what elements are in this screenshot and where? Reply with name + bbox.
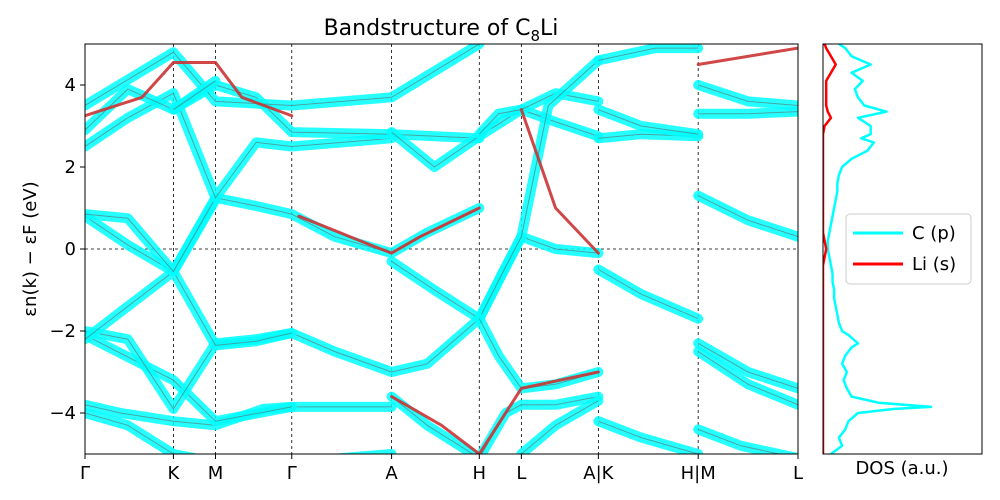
- title-tail: Li: [540, 16, 558, 41]
- band-line: [697, 351, 798, 406]
- bandstructure-bands: [85, 44, 798, 454]
- y-tick-label: 2: [65, 157, 76, 178]
- x-tick-label: Γ: [80, 463, 90, 484]
- y-tick-label: −4: [49, 403, 76, 424]
- band-line: [85, 92, 392, 199]
- y-tick-label: −2: [49, 321, 76, 342]
- bandstructure-panel: −4 −2 0 2 4 Γ K M Γ A H L A|K H|M L εn(k) − εF (eV): [20, 43, 803, 484]
- band-line: [698, 428, 782, 454]
- x-tick-label: L: [516, 463, 526, 484]
- y-axis-label: εn(k) − εF (eV): [20, 181, 41, 316]
- band-line: [85, 412, 392, 454]
- band-line: [173, 80, 216, 111]
- band-line: [697, 195, 798, 238]
- band-line: [478, 60, 599, 319]
- band-li-projection: [390, 370, 600, 454]
- x-tick-label: K: [168, 463, 181, 484]
- band-line: [698, 84, 798, 106]
- y-axis-ticks: −4 −2 0 2 4: [49, 75, 85, 424]
- x-tick-label: Γ: [287, 463, 297, 484]
- band-line: [85, 334, 292, 422]
- band-line: [697, 342, 798, 389]
- x-tick-label: H: [473, 463, 487, 484]
- x-tick-label: H|M: [681, 463, 716, 484]
- band-line: [698, 111, 798, 115]
- x-tick-label: A|K: [583, 463, 614, 484]
- dos-li-s-curve: [823, 44, 837, 454]
- title-main: Bandstructure of C: [324, 16, 531, 41]
- chart-title: Bandstructure of C8Li: [324, 16, 559, 45]
- dos-x-axis-label: DOS (a.u.): [855, 458, 948, 479]
- x-axis-ticks: Γ K M Γ A H L A|K H|M L: [80, 454, 803, 484]
- band-li-projection: [696, 46, 798, 66]
- band-line: [598, 109, 699, 135]
- y-tick-label: 4: [65, 75, 76, 96]
- legend-label-c-p: C (p): [912, 223, 956, 244]
- band-line: [598, 269, 699, 320]
- dos-panel: DOS (a.u.) C (p) Li (s): [822, 43, 983, 479]
- band-line: [85, 270, 292, 346]
- dos-c-p-curve: [826, 44, 933, 454]
- band-line: [85, 44, 480, 107]
- band-li-projection: [519, 108, 600, 255]
- band-line: [598, 47, 699, 61]
- legend-label-li-s: Li (s): [912, 254, 956, 275]
- band-line: [391, 109, 599, 168]
- legend: C (p) Li (s): [845, 213, 972, 285]
- band-li-projection: [85, 60, 294, 118]
- band-line: [598, 420, 699, 454]
- band-li-projection: [297, 206, 481, 255]
- x-tick-label: M: [208, 463, 224, 484]
- y-tick-label: 0: [65, 239, 76, 260]
- dos-frame: [822, 43, 983, 455]
- x-tick-label: A: [385, 463, 398, 484]
- x-tick-label: L: [793, 463, 803, 484]
- title-subscript: 8: [530, 27, 540, 45]
- dos-curves: [823, 44, 933, 454]
- band-line: [521, 400, 599, 454]
